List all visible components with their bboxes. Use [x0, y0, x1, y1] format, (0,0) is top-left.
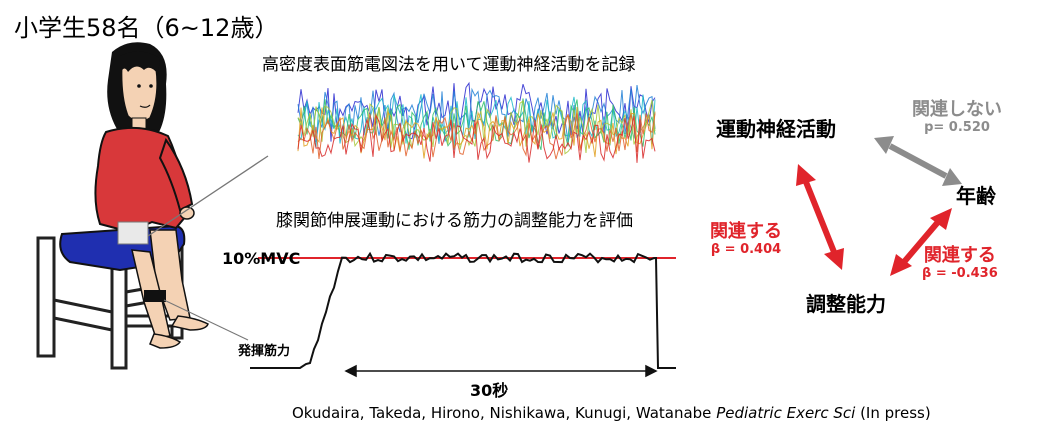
node-motor-activity: 運動神経活動 — [716, 117, 836, 141]
relation-age-regulation-stat: β = -0.436 — [922, 265, 998, 281]
citation-journal: Pediatric Exerc Sci — [716, 404, 856, 422]
arrow-unrelated — [874, 136, 962, 186]
relation-unrelated: 関連しない p= 0.520 — [912, 99, 1002, 136]
duration-label: 30秒 — [470, 381, 509, 400]
node-age: 年齢 — [956, 184, 996, 208]
emg-trace-line — [297, 85, 656, 144]
child-on-chair-illustration — [36, 42, 269, 370]
ankle-strap-icon — [144, 290, 166, 302]
relation-age-regulation: 関連する β = -0.436 — [922, 245, 998, 282]
duration-arrow — [344, 364, 658, 378]
electrode-patch-icon — [117, 221, 149, 245]
mvc-label: 10%MVC — [222, 249, 301, 268]
citation-status: (In press) — [860, 404, 931, 422]
citation: Okudaira, Takeda, Hirono, Nishikawa, Kun… — [292, 404, 931, 422]
relation-unrelated-stat: p= 0.520 — [924, 119, 990, 135]
relation-motor-regulation-stat: β = 0.404 — [710, 241, 782, 257]
electrode-pointer-line — [147, 155, 269, 237]
arrow-age-regulation — [890, 208, 952, 276]
node-regulation: 調整能力 — [806, 292, 886, 316]
emg-trace-line — [297, 98, 656, 151]
relation-age-regulation-label: 関連する — [923, 245, 996, 266]
arrow-motor-regulation — [796, 164, 844, 270]
force-curve — [250, 251, 676, 369]
emg-caption: 高密度表面筋電図法を用いて運動神経活動を記録 — [262, 55, 636, 75]
emg-trace-line — [297, 113, 656, 163]
force-label: 発揮筋力 — [238, 344, 291, 359]
relation-unrelated-label: 関連しない — [912, 99, 1002, 120]
relation-motor-regulation-label: 関連する — [710, 221, 782, 242]
force-pointer-line — [163, 299, 249, 341]
relation-motor-regulation: 関連する β = 0.404 — [710, 221, 782, 258]
page-title: 小学生58名（6~12歳） — [14, 14, 279, 42]
force-trace — [250, 251, 676, 369]
force-caption: 膝関節伸展運動における筋力の調整能力を評価 — [276, 211, 633, 231]
emg-trace-line — [297, 112, 656, 160]
citation-authors: Okudaira, Takeda, Hirono, Nishikawa, Kun… — [292, 404, 712, 422]
emg-signal-traces — [297, 81, 656, 163]
